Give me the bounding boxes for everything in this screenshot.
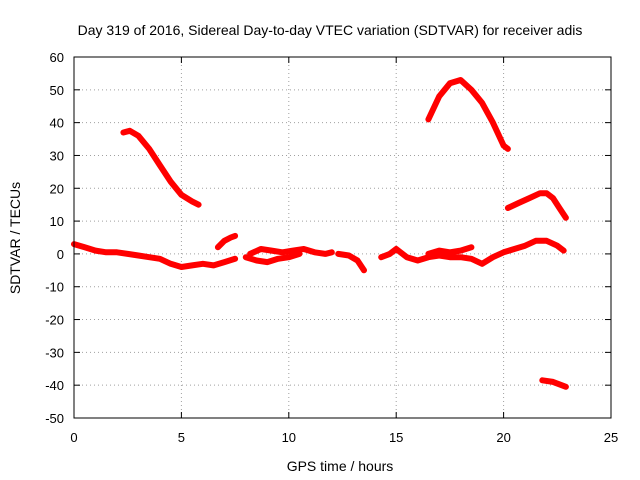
series-arc-8 — [425, 244, 475, 257]
y-tick-label: 20 — [50, 181, 64, 196]
x-tick-label: 10 — [282, 430, 296, 445]
series-arc-10 — [504, 190, 569, 221]
y-tick-label: -30 — [45, 345, 64, 360]
series-arc-3 — [214, 232, 239, 251]
y-tick-label: 50 — [50, 83, 64, 98]
series-arc-9 — [425, 77, 511, 152]
plot-frame — [73, 56, 612, 419]
x-tick-label: 0 — [70, 430, 77, 445]
y-tick-label: -20 — [45, 313, 64, 328]
x-tick-label: 20 — [496, 430, 510, 445]
series-arc-5 — [247, 246, 335, 257]
x-tick-label: 15 — [389, 430, 403, 445]
series-arc-6 — [335, 250, 367, 274]
chart-title: Day 319 of 2016, Sidereal Day-to-day VTE… — [78, 22, 583, 38]
y-tick-label: 30 — [50, 148, 64, 163]
axis-ticks: 0 5 10 15 20 25 -50 -40 -30 -20 -10 0 10 20 30 40 50 60 — [45, 50, 618, 445]
series-arc-11 — [539, 377, 569, 390]
y-tick-label: -40 — [45, 378, 64, 393]
y-tick-label: 10 — [50, 214, 64, 229]
y-tick-label: 40 — [50, 116, 64, 131]
x-tick-label: 25 — [604, 430, 618, 445]
series-arc-2 — [120, 127, 202, 208]
series-arc-4 — [242, 250, 303, 266]
series-arc-1 — [71, 241, 239, 270]
y-tick-label: 60 — [50, 50, 64, 65]
y-axis-label: SDTVAR / TECUs — [7, 182, 23, 294]
y-tick-label: -10 — [45, 280, 64, 295]
x-tick-label: 5 — [178, 430, 185, 445]
y-tick-label: 0 — [57, 247, 64, 262]
x-axis-label: GPS time / hours — [287, 458, 394, 474]
series-arc-7 — [378, 237, 567, 267]
data-series — [71, 77, 569, 390]
y-tick-label: -50 — [45, 411, 64, 426]
